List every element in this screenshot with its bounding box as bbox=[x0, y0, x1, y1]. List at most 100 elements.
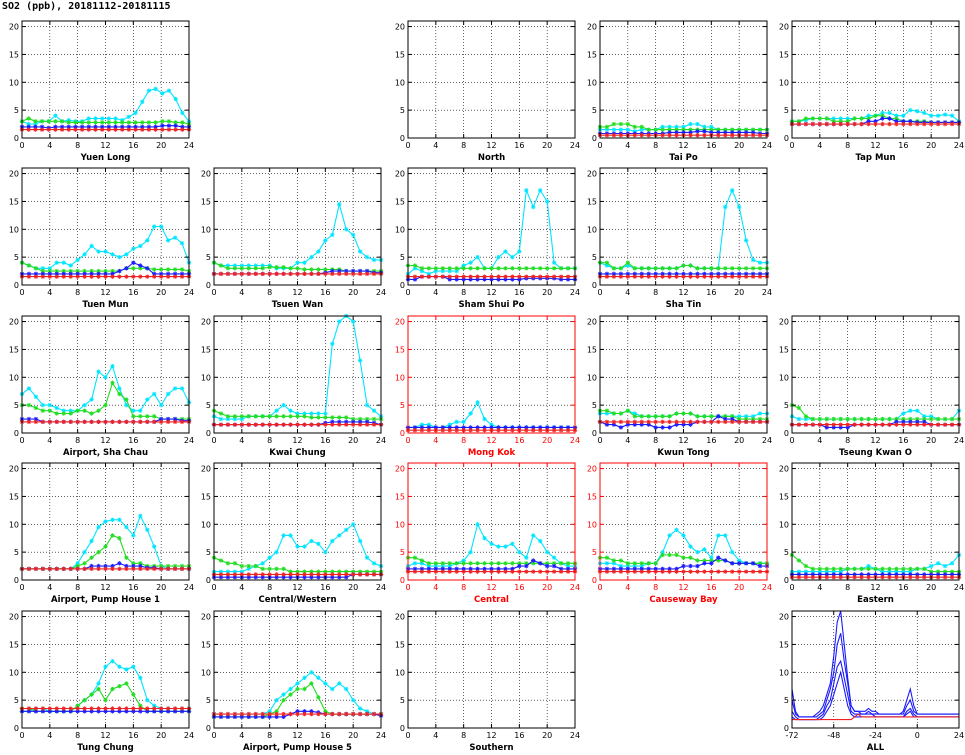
data-point bbox=[935, 422, 941, 427]
data-point bbox=[99, 127, 105, 132]
data-point bbox=[246, 714, 251, 720]
x-tick-label: 24 bbox=[762, 436, 772, 445]
data-point bbox=[145, 566, 150, 572]
data-point bbox=[625, 563, 631, 569]
data-point bbox=[323, 711, 328, 717]
x-tick-label: 12 bbox=[678, 436, 688, 445]
data-point bbox=[364, 271, 370, 277]
data-point bbox=[558, 425, 564, 430]
data-point bbox=[426, 566, 432, 572]
data-point bbox=[357, 268, 363, 274]
data-point bbox=[40, 419, 46, 425]
data-point bbox=[440, 563, 445, 569]
data-point bbox=[172, 267, 178, 272]
x-tick-label: 0 bbox=[19, 583, 24, 592]
data-point bbox=[433, 266, 439, 271]
data-point bbox=[152, 414, 157, 419]
data-point bbox=[618, 558, 624, 563]
data-point bbox=[138, 274, 143, 279]
data-point bbox=[281, 692, 286, 697]
data-point bbox=[253, 575, 258, 580]
data-point bbox=[538, 428, 543, 433]
data-point bbox=[894, 575, 899, 580]
data-point bbox=[47, 266, 53, 271]
data-point bbox=[218, 271, 224, 277]
x-tick-label: 16 bbox=[320, 436, 330, 445]
data-point bbox=[510, 566, 515, 572]
data-point bbox=[750, 127, 756, 132]
data-point bbox=[33, 127, 38, 132]
data-point bbox=[894, 419, 899, 425]
data-point bbox=[482, 266, 487, 271]
data-point bbox=[309, 538, 314, 544]
data-point bbox=[239, 414, 245, 419]
data-point bbox=[103, 271, 108, 277]
data-point bbox=[681, 411, 686, 416]
data-point bbox=[503, 277, 508, 282]
data-point bbox=[110, 380, 115, 386]
data-point bbox=[468, 428, 473, 433]
data-point bbox=[364, 254, 370, 260]
data-point bbox=[47, 419, 53, 425]
data-point bbox=[323, 267, 328, 272]
data-point bbox=[357, 358, 363, 363]
data-point bbox=[639, 133, 644, 138]
data-point bbox=[66, 117, 71, 123]
data-point bbox=[611, 566, 617, 572]
data-point bbox=[165, 419, 171, 425]
data-point bbox=[180, 110, 185, 116]
data-point bbox=[267, 264, 272, 270]
y-tick-label: 10 bbox=[395, 520, 405, 529]
y-tick-label: 5 bbox=[400, 253, 405, 262]
data-point bbox=[295, 414, 300, 419]
data-point bbox=[475, 522, 480, 527]
data-point bbox=[138, 703, 143, 708]
data-point bbox=[681, 563, 686, 569]
data-point bbox=[302, 414, 307, 419]
data-point bbox=[558, 569, 564, 574]
data-point bbox=[824, 121, 829, 127]
y-tick-label: 0 bbox=[14, 281, 19, 290]
data-point bbox=[99, 124, 105, 130]
data-point bbox=[604, 274, 610, 279]
data-point bbox=[716, 266, 721, 271]
panel-title: Tung Chung bbox=[77, 743, 134, 753]
data-point bbox=[702, 271, 707, 277]
data-point bbox=[371, 572, 377, 577]
data-point bbox=[723, 133, 728, 138]
data-point bbox=[117, 517, 122, 523]
data-point bbox=[475, 254, 480, 260]
data-point bbox=[68, 271, 73, 277]
data-point bbox=[138, 561, 143, 566]
data-point bbox=[288, 271, 293, 277]
x-tick-label: 0 bbox=[19, 731, 24, 740]
data-point bbox=[260, 561, 265, 566]
data-point bbox=[489, 422, 494, 427]
data-point bbox=[140, 120, 145, 125]
data-point bbox=[267, 566, 272, 572]
data-point bbox=[935, 416, 941, 422]
data-point bbox=[702, 419, 707, 425]
data-point bbox=[330, 415, 335, 420]
data-point bbox=[350, 232, 356, 238]
data-point bbox=[908, 119, 913, 124]
data-point bbox=[653, 414, 658, 419]
data-point bbox=[730, 133, 735, 138]
data-point bbox=[531, 558, 536, 563]
data-point bbox=[172, 416, 178, 422]
data-point bbox=[113, 120, 118, 125]
data-point bbox=[510, 561, 515, 566]
x-tick-label: 24 bbox=[762, 288, 772, 297]
data-point bbox=[743, 569, 749, 574]
data-point bbox=[688, 130, 693, 135]
data-point bbox=[103, 566, 108, 572]
data-point bbox=[145, 397, 150, 402]
data-point bbox=[447, 425, 452, 430]
data-point bbox=[447, 566, 452, 572]
data-point bbox=[845, 572, 850, 577]
data-point bbox=[908, 575, 913, 580]
data-point bbox=[33, 566, 39, 572]
data-point bbox=[531, 425, 536, 430]
data-point bbox=[709, 555, 714, 560]
data-point bbox=[323, 549, 328, 555]
